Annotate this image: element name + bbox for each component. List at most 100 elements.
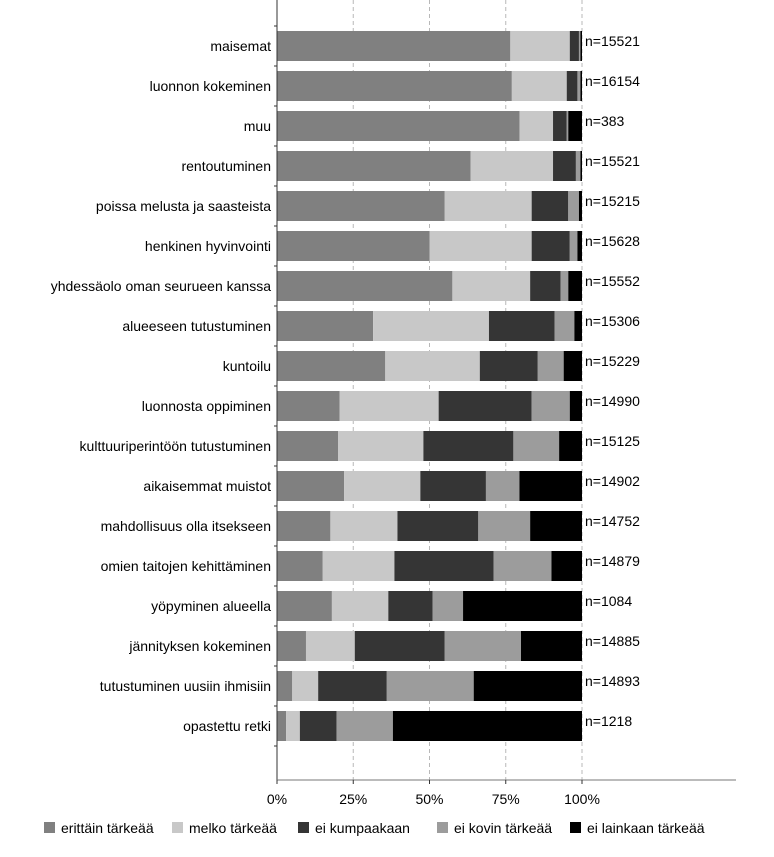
bar-segment xyxy=(444,191,532,221)
bar-segment xyxy=(299,711,337,741)
bar-segment xyxy=(537,351,564,381)
n-label: n=15306 xyxy=(585,313,640,329)
bar-segment xyxy=(305,631,355,661)
bar-segment xyxy=(574,311,582,341)
n-label: n=15628 xyxy=(585,233,640,249)
category-label: aikaisemmat muistot xyxy=(143,478,271,494)
category-label: opastettu retki xyxy=(183,718,271,734)
bar-segment xyxy=(423,431,514,461)
x-tick-label: 25% xyxy=(339,791,367,807)
bar-segment xyxy=(560,271,569,301)
bar-segment xyxy=(470,151,554,181)
bar-segment xyxy=(580,151,582,181)
bar-segment xyxy=(488,311,555,341)
bar-segment xyxy=(530,511,582,541)
bar-segment xyxy=(277,311,374,341)
bar-segment xyxy=(530,271,561,301)
bar-segment xyxy=(277,231,430,261)
category-labels: maisemat luonnon kokeminen muu rentoutumine… xyxy=(51,38,271,734)
n-label: n=15215 xyxy=(585,193,640,209)
n-label: n=15552 xyxy=(585,273,640,289)
n-label: n=14879 xyxy=(585,553,640,569)
bar-segment xyxy=(420,471,486,501)
bar-segment xyxy=(277,671,293,701)
bar-segment xyxy=(553,151,576,181)
n-label: n=14990 xyxy=(585,393,640,409)
bar-segment xyxy=(553,111,567,141)
legend-label: ei kumpaakaan xyxy=(315,820,410,836)
bar-segment xyxy=(292,671,319,701)
n-labels: n=15521 n=16154 n=383 n=15521 n=15215 n=15628… xyxy=(585,33,640,729)
bar-segment xyxy=(388,591,433,621)
bar-segment xyxy=(485,471,520,501)
category-label: muu xyxy=(244,118,271,134)
bar-segment xyxy=(566,71,578,101)
bar-segment xyxy=(568,111,582,141)
bar-segment xyxy=(286,711,300,741)
chart-legend: erittäin tärkeää melko tärkeää ei kumpaaka… xyxy=(44,820,705,836)
bar-segment xyxy=(277,551,323,581)
category-label: alueeseen tutustuminen xyxy=(122,318,271,334)
bar-segment xyxy=(511,71,567,101)
bar-segment xyxy=(568,271,582,301)
bar-segment xyxy=(432,591,464,621)
category-label: henkinen hyvinvointi xyxy=(145,238,271,254)
bar-segment xyxy=(510,31,570,61)
bar-segment xyxy=(397,511,479,541)
bar-segment xyxy=(452,271,531,301)
bar-segment xyxy=(479,351,538,381)
bar-segment xyxy=(551,551,582,581)
x-tick-label: 75% xyxy=(492,791,520,807)
n-label: n=16154 xyxy=(585,73,640,89)
n-label: n=15125 xyxy=(585,433,640,449)
category-label: maisemat xyxy=(210,38,271,54)
x-tick-label: 0% xyxy=(267,791,287,807)
x-tick-labels: 0% 25% 50% 75% 100% xyxy=(267,791,600,807)
bar-segment xyxy=(354,631,445,661)
bar-segment xyxy=(463,591,582,621)
category-label: mahdollisuus olla itsekseen xyxy=(101,518,271,534)
bar-segment xyxy=(568,191,579,221)
bar-segment xyxy=(318,671,387,701)
x-tick-label: 100% xyxy=(564,791,600,807)
n-label: n=1084 xyxy=(585,593,632,609)
bar-segment xyxy=(277,471,345,501)
x-tick-label: 50% xyxy=(415,791,443,807)
bar-segment xyxy=(493,551,552,581)
bar-segment xyxy=(513,431,560,461)
legend-swatch xyxy=(437,822,448,833)
bar-segment xyxy=(478,511,531,541)
bar-segment xyxy=(566,111,569,141)
bar-segment xyxy=(531,191,569,221)
bar-segment xyxy=(277,191,445,221)
bar-segment xyxy=(394,551,494,581)
bar-segment xyxy=(277,631,306,661)
bar-segment xyxy=(438,391,532,421)
category-label: luonnosta oppiminen xyxy=(142,398,271,414)
bar-segment xyxy=(277,431,338,461)
bar-segment xyxy=(577,231,582,261)
category-label: poissa melusta ja saasteista xyxy=(96,198,271,214)
category-label: jännityksen kokeminen xyxy=(128,638,271,654)
bar-segment xyxy=(569,31,579,61)
bar-segment xyxy=(277,111,520,141)
n-label: n=383 xyxy=(585,113,625,129)
bar-segment xyxy=(277,351,386,381)
category-label: luonnon kokeminen xyxy=(150,78,271,94)
n-label: n=14885 xyxy=(585,633,640,649)
bar-segment xyxy=(331,591,389,621)
bar-segment xyxy=(373,311,489,341)
bar-segment xyxy=(563,351,582,381)
bar-segment xyxy=(322,551,395,581)
bar-segment xyxy=(519,111,554,141)
bar-segment xyxy=(277,71,512,101)
bar-segment xyxy=(277,711,287,741)
bar-segment xyxy=(554,311,575,341)
bar-segment xyxy=(339,391,439,421)
bar-segment xyxy=(521,631,582,661)
bar-segment xyxy=(559,431,582,461)
bar-segment xyxy=(336,711,393,741)
bar-segment xyxy=(338,431,424,461)
legend-swatch xyxy=(298,822,309,833)
